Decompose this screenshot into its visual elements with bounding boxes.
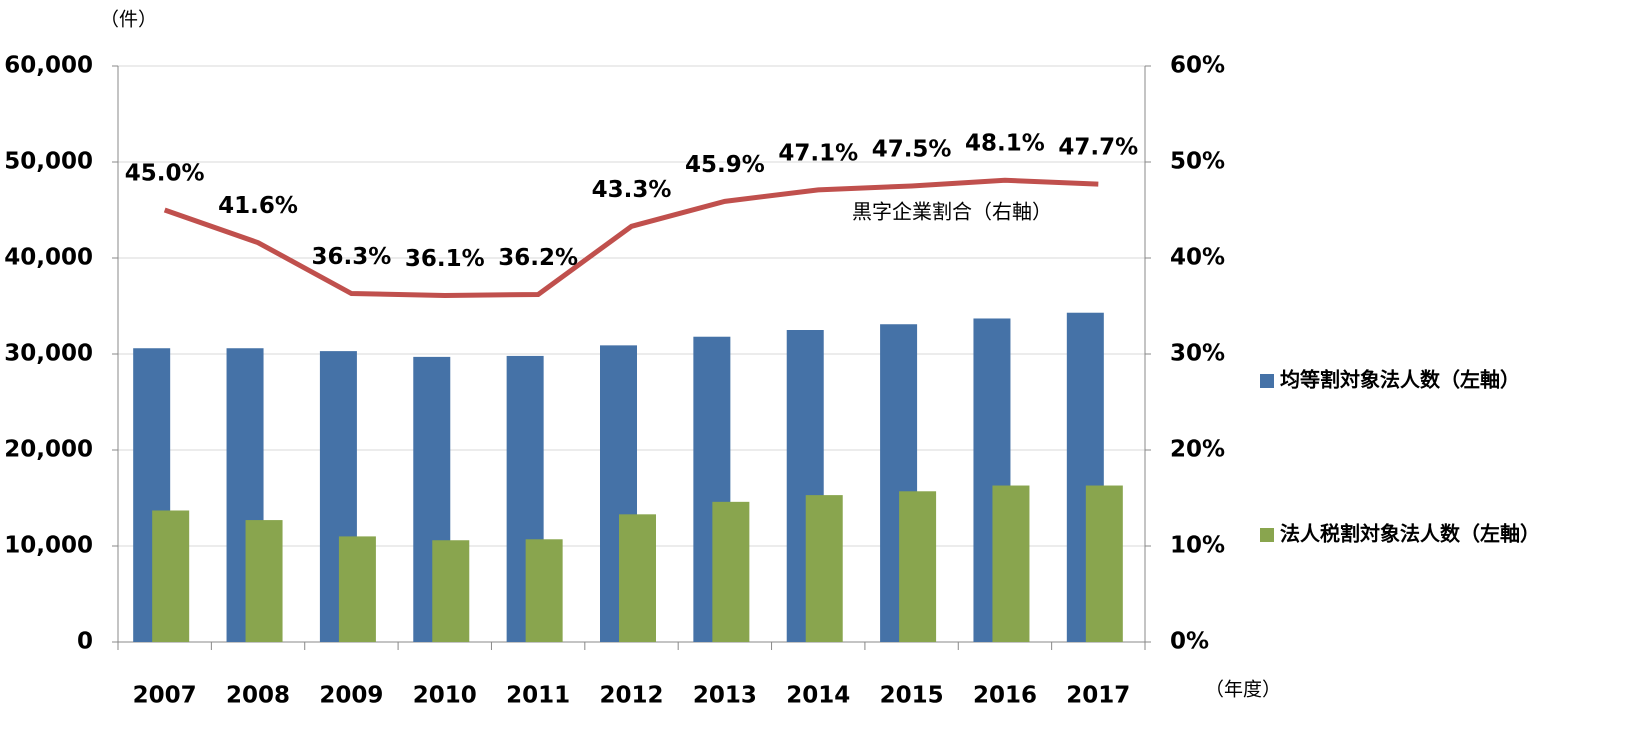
x-tick-label: 2008 <box>226 683 290 709</box>
line-label: 黒字企業割合（右軸） <box>852 200 1052 224</box>
x-tick-label: 2009 <box>319 683 383 709</box>
y-unit: （件） <box>100 9 157 31</box>
data-label: 36.3% <box>312 244 392 270</box>
data-label: 48.1% <box>965 131 1045 157</box>
y2-tick-label: 10% <box>1170 533 1225 559</box>
y2-tick-label: 60% <box>1170 53 1225 79</box>
y-tick-label: 40,000 <box>4 245 93 271</box>
y2-tick-label: 0% <box>1170 629 1209 655</box>
bar <box>899 491 937 642</box>
x-tick-label: 2015 <box>880 683 944 709</box>
data-label: 45.0% <box>125 161 205 187</box>
data-label: 36.1% <box>405 246 485 272</box>
x-tick-label: 2014 <box>786 683 850 709</box>
data-label: 43.3% <box>592 177 672 203</box>
y2-tick-label: 50% <box>1170 149 1225 175</box>
y-tick-label: 30,000 <box>4 341 93 367</box>
x-tick-label: 2012 <box>599 683 663 709</box>
y2-tick-label: 30% <box>1170 341 1225 367</box>
bar <box>1085 485 1123 642</box>
x-tick-label: 2011 <box>506 683 570 709</box>
bar <box>245 520 283 642</box>
data-label: 47.5% <box>872 137 952 163</box>
bar <box>712 501 750 642</box>
x-tick-label: 2013 <box>693 683 757 709</box>
bar <box>152 510 190 642</box>
bar <box>525 539 563 642</box>
y-tick-label: 10,000 <box>4 533 93 559</box>
line <box>163 177 1099 298</box>
y-tick-label: 20,000 <box>4 437 93 463</box>
y2-tick-label: 40% <box>1170 245 1225 271</box>
x-tick-label: 2016 <box>973 683 1037 709</box>
y-tick-label: 50,000 <box>4 149 93 175</box>
bar <box>432 540 470 642</box>
data-label: 36.2% <box>498 245 578 271</box>
x-tick-label: 2007 <box>133 683 197 709</box>
legend-swatch <box>1260 374 1274 388</box>
data-label: 41.6% <box>218 193 298 219</box>
data-label: 47.7% <box>1058 135 1138 161</box>
legend-label: 法人税割対象法人数（左軸） <box>1280 522 1540 546</box>
bar <box>619 514 656 642</box>
bar <box>805 495 843 642</box>
y-tick-label: 0 <box>77 629 93 655</box>
legend-label: 均等割対象法人数（左軸） <box>1280 368 1520 392</box>
x-tick-label: 2010 <box>413 683 477 709</box>
x-unit: （年度） <box>1205 679 1281 701</box>
legend-swatch <box>1260 528 1274 542</box>
bar <box>992 485 1030 642</box>
y-tick-label: 60,000 <box>4 53 93 79</box>
data-label: 47.1% <box>778 140 858 166</box>
data-label: 45.9% <box>685 152 765 178</box>
bar <box>338 536 376 642</box>
x-tick-label: 2017 <box>1066 683 1130 709</box>
y2-tick-label: 20% <box>1170 437 1225 463</box>
